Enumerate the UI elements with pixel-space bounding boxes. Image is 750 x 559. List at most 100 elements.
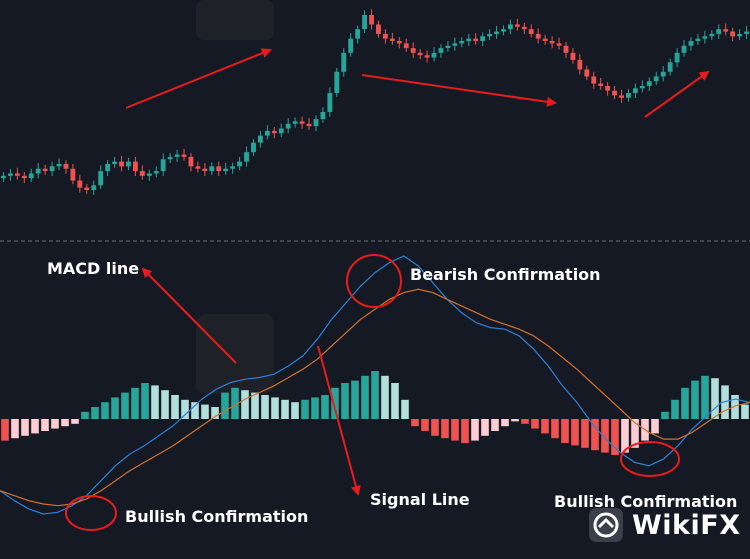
candle [709,30,715,41]
candle [369,9,374,30]
histogram-bar [131,387,139,419]
candle [389,32,395,45]
candle [42,164,48,175]
candle [348,32,354,57]
candle [598,77,604,90]
histogram-bar [311,397,319,419]
candle [160,153,166,177]
histogram-bar [101,402,109,419]
histogram-bar [151,385,159,419]
macd-line-label: MACD line [47,259,140,278]
bullish-confirmation-label-right: Bullish Confirmation [554,492,738,511]
candle [744,25,749,39]
candle [174,149,180,162]
wikifx-watermark: WikiFX [588,506,741,544]
candle [320,107,326,123]
candlestick-series [1,9,749,195]
histogram-bar [161,390,169,419]
candle [480,32,486,46]
candle [403,38,409,52]
histogram-bar [571,419,579,446]
candle [84,183,90,194]
candle [702,30,708,44]
candle [91,180,97,195]
histogram-bar [91,407,99,419]
candle [209,162,215,175]
candle [49,161,55,177]
bullish-cross-circle-left [65,495,117,531]
candle [119,155,124,172]
histogram-bar [211,407,219,419]
histogram-bar [591,419,599,451]
candle [230,162,236,174]
histogram-bar [81,411,89,419]
histogram-bar [121,392,129,419]
histogram-bar [691,380,699,419]
candle [688,37,694,51]
candle [632,83,638,99]
candle [570,48,576,64]
watermark-logo-icon [196,0,274,394]
histogram-bar [61,419,69,427]
histogram-bar [701,375,709,419]
histogram-bar [31,419,39,434]
histogram-bar [411,419,419,427]
histogram-bar [271,397,279,419]
candle [313,115,319,132]
candle [98,165,104,190]
histogram-bar [331,387,339,419]
histogram-bar [621,419,629,453]
histogram-bar [341,383,349,419]
arrow-to-signal-label [317,345,361,496]
candle [528,24,534,38]
histogram-bar [631,419,639,448]
candle [1,172,6,182]
histogram-bar [481,419,489,436]
candle [591,71,597,89]
histogram-bar [11,419,19,439]
histogram-bar [491,419,499,431]
signal-line-label: Signal Line [370,490,470,509]
candle [271,127,277,139]
candle [195,161,201,173]
candle [21,172,27,184]
histogram-bar [671,399,679,419]
histogram-bar [171,395,179,419]
candle [639,80,645,93]
candle [646,77,652,91]
histogram-bar [1,419,9,441]
histogram-bar [711,378,719,419]
histogram-bar [301,399,309,419]
candle [202,163,208,177]
candle [723,23,729,36]
candle [417,49,423,59]
watermark-text: WikiFX [632,509,741,541]
bullish-confirmation-label-left: Bullish Confirmation [125,507,309,526]
candle [487,29,493,41]
candle [216,161,222,177]
candle [459,37,465,48]
candle [660,66,666,82]
macd-histogram [1,371,749,455]
candle [7,168,13,181]
histogram-bar [451,419,459,441]
candle [28,168,34,182]
candle [494,25,499,39]
histogram-bar [601,419,609,453]
candle [612,85,618,100]
signal-line [0,288,750,507]
candle [535,28,541,44]
histogram-bar [321,395,329,419]
candle [514,18,520,31]
arrow-price-down [361,74,557,107]
arrow-price-up-right [644,70,710,118]
candle [577,54,583,75]
candle [695,33,701,45]
candle [181,148,187,161]
candle [35,163,41,179]
candle [410,42,416,58]
candle [556,37,562,50]
histogram-bar [41,419,49,431]
histogram-bar [401,399,409,419]
